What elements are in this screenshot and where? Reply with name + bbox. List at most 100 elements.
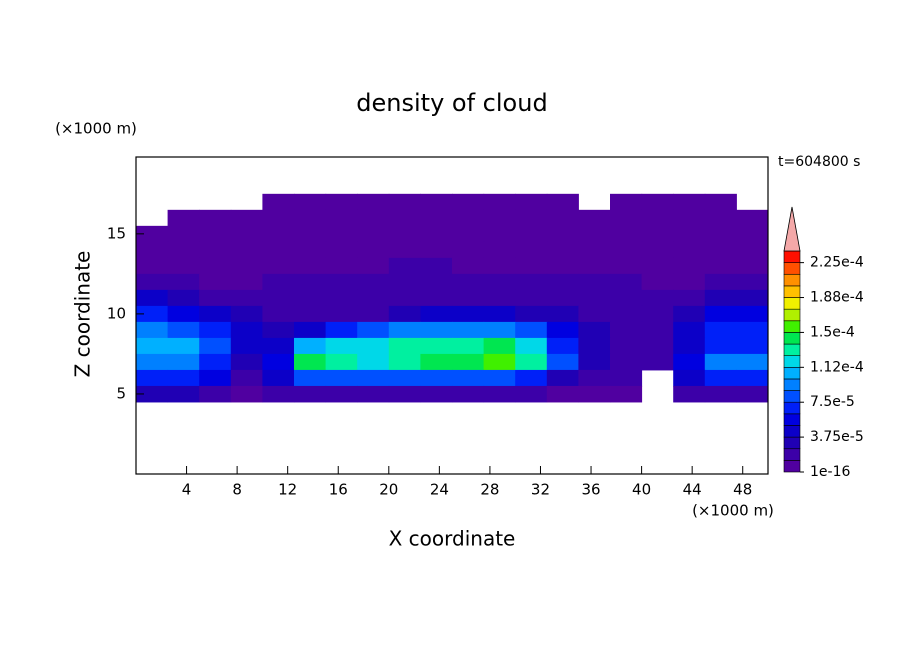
contour-cell <box>641 353 674 371</box>
contour-cell <box>610 257 643 275</box>
contour-cell <box>673 273 706 291</box>
contour-cell <box>262 369 295 387</box>
contour-cell <box>673 369 706 387</box>
contour-cell <box>736 257 769 275</box>
contour-cell <box>483 353 516 371</box>
contour-cell <box>578 289 611 307</box>
contour-cell <box>167 337 200 355</box>
contour-cell <box>199 385 232 403</box>
contour-cell <box>483 193 516 211</box>
contour-cell <box>420 241 453 259</box>
contour-cell <box>483 209 516 227</box>
x-tick-label: 48 <box>733 481 752 499</box>
contour-cell <box>610 321 643 339</box>
contour-cell <box>167 289 200 307</box>
y-tick-label: 10 <box>107 304 126 322</box>
contour-cell <box>167 353 200 371</box>
contour-cell <box>704 257 737 275</box>
contour-cell <box>704 209 737 227</box>
contour-cell <box>325 225 358 243</box>
contour-cell <box>230 353 263 371</box>
contour-cell <box>610 289 643 307</box>
contour-cell <box>262 209 295 227</box>
contour-cell <box>230 305 263 323</box>
contour-cell <box>610 353 643 371</box>
contour-cell <box>388 289 421 307</box>
contour-cell <box>420 257 453 275</box>
contour-cell <box>736 321 769 339</box>
contour-cell <box>325 209 358 227</box>
colorbar-band <box>783 390 801 403</box>
contour-cell <box>483 369 516 387</box>
contour-cell <box>199 209 232 227</box>
colorbar-tick-label: 1e-16 <box>810 464 850 480</box>
contour-cell <box>673 337 706 355</box>
contour-cell <box>199 273 232 291</box>
contour-cell <box>641 241 674 259</box>
contour-cell <box>610 273 643 291</box>
contour-cell <box>578 273 611 291</box>
contour-cell <box>546 353 579 371</box>
contour-cell <box>736 273 769 291</box>
contour-cell <box>610 337 643 355</box>
contour-cell <box>325 385 358 403</box>
contour-cell <box>610 225 643 243</box>
contour-cell <box>294 193 327 211</box>
colorbar-band <box>783 297 801 310</box>
contour-cell <box>262 289 295 307</box>
contour-cell <box>230 241 263 259</box>
contour-cell <box>452 273 485 291</box>
contour-cell <box>388 257 421 275</box>
contour-cell <box>673 225 706 243</box>
contour-cell <box>452 257 485 275</box>
colorbar-band <box>783 436 801 450</box>
y-unit: (×1000 m) <box>55 120 137 138</box>
colorbar-extend <box>783 206 801 252</box>
colorbar-band <box>783 355 801 368</box>
contour-cell <box>641 337 674 355</box>
contour-cell <box>167 241 200 259</box>
contour-cell <box>673 353 706 371</box>
y-tick-label: 5 <box>116 384 126 402</box>
contour-cell <box>420 273 453 291</box>
contour-cell <box>452 225 485 243</box>
contour-cell <box>230 257 263 275</box>
contour-cell <box>136 305 169 323</box>
contour-cell <box>325 241 358 259</box>
contour-cell <box>673 193 706 211</box>
contour-cell <box>515 289 548 307</box>
contour-cell <box>294 209 327 227</box>
contour-cell <box>641 257 674 275</box>
contour-cell <box>199 321 232 339</box>
contour-cell <box>578 321 611 339</box>
contour-cell <box>420 209 453 227</box>
contour-cell <box>610 193 643 211</box>
contour-cell <box>736 305 769 323</box>
colorbar-band <box>783 273 801 287</box>
contour-cell <box>262 273 295 291</box>
contour-cell <box>357 225 390 243</box>
colorbar-band <box>783 308 801 322</box>
contour-cell <box>515 209 548 227</box>
colorbar-band <box>783 460 801 473</box>
colorbar-band <box>783 448 801 461</box>
chart-title: density of cloud <box>356 89 547 117</box>
contour-cell <box>452 369 485 387</box>
contour-cell <box>294 337 327 355</box>
contour-cell <box>357 193 390 211</box>
x-tick-label: 36 <box>581 481 600 499</box>
contour-cell <box>483 321 516 339</box>
contour-cell <box>167 225 200 243</box>
contour-cell <box>452 321 485 339</box>
contour-cell <box>262 193 295 211</box>
contour-cell <box>388 193 421 211</box>
contour-cell <box>704 353 737 371</box>
contour-cell <box>483 289 516 307</box>
contour-cell <box>515 337 548 355</box>
x-tick-label: 20 <box>379 481 398 499</box>
contour-cell <box>167 209 200 227</box>
contour-cell <box>610 305 643 323</box>
contour-cell <box>388 337 421 355</box>
colorbar-tick-label: 3.75e-5 <box>810 429 864 445</box>
